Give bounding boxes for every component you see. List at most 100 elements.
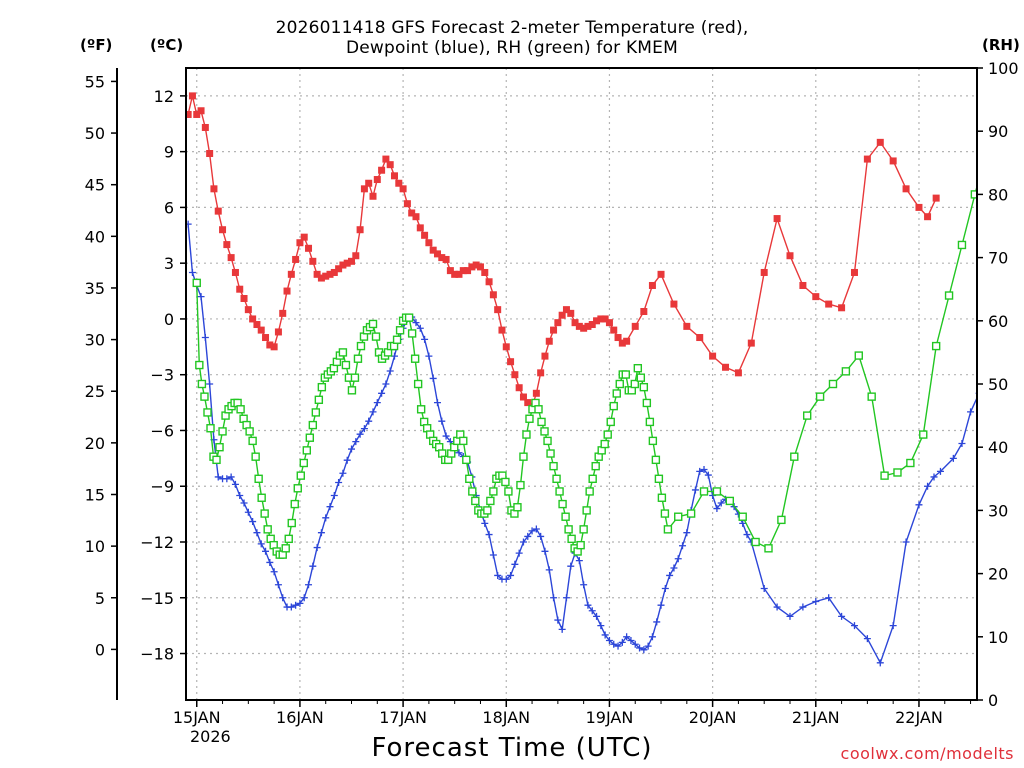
- temperature-point: [206, 150, 214, 158]
- temperature-point: [902, 185, 910, 193]
- dewpoint-point: [249, 518, 257, 526]
- dewpoint-point: [554, 616, 562, 624]
- dewpoint-point: [739, 519, 747, 527]
- dewpoint-point: [773, 603, 781, 611]
- dewpoint-point: [433, 399, 441, 407]
- temperature-point: [240, 294, 248, 302]
- dewpoint-point: [575, 557, 583, 565]
- dewpoint-point: [537, 532, 545, 540]
- dewpoint-point: [704, 471, 712, 479]
- temperature-point: [640, 308, 648, 316]
- dewpoint-point: [317, 529, 325, 537]
- fahrenheit-unit-label: (ºF): [80, 36, 113, 54]
- rh-point: [615, 379, 624, 389]
- dewpoint-point: [743, 531, 751, 539]
- dewpoint-point: [989, 278, 996, 285]
- rh-tick-label: 80: [988, 185, 1008, 204]
- temperature-point: [541, 352, 549, 360]
- temperature-point: [421, 231, 429, 239]
- temperature-point: [481, 268, 489, 276]
- temperature-point: [257, 326, 265, 334]
- temperature-point: [550, 326, 558, 334]
- gridlines: [186, 68, 977, 700]
- dewpoint-point: [648, 633, 656, 641]
- temperature-point: [558, 311, 566, 319]
- rh-point: [738, 512, 747, 521]
- rh-point: [579, 525, 588, 534]
- temperature-point: [365, 179, 373, 187]
- dewpoint-point: [799, 603, 807, 611]
- dewpoint-point: [786, 612, 794, 620]
- temperature-point: [507, 358, 515, 366]
- temperature-point: [219, 226, 227, 234]
- rh-point: [522, 430, 531, 439]
- rh-point: [543, 436, 552, 446]
- rh-point: [299, 458, 308, 468]
- dewpoint-point: [455, 449, 463, 457]
- dewpoint-point: [502, 575, 510, 583]
- fahrenheit-tick-label: 50: [85, 124, 105, 143]
- temperature-point: [683, 322, 691, 330]
- temperature-point: [567, 309, 575, 317]
- temperature-point: [330, 268, 338, 276]
- rh-point: [674, 512, 683, 521]
- rh-point: [828, 379, 838, 389]
- rh-point: [893, 468, 902, 477]
- temperature-point: [618, 339, 626, 347]
- rh-point: [591, 461, 600, 471]
- rh-point: [486, 496, 495, 506]
- rh-point: [654, 474, 664, 483]
- rh-point: [290, 499, 299, 509]
- rh-unit-label: (RH): [982, 36, 1020, 54]
- rh-tick-label: 60: [988, 312, 1008, 331]
- temperature-point: [339, 261, 347, 269]
- rh-point: [555, 487, 564, 496]
- temperature-point: [227, 254, 235, 262]
- rh-point: [206, 424, 215, 433]
- x-tick-label: 16JAN: [276, 708, 324, 727]
- rh-point: [564, 525, 573, 534]
- temperature-point: [429, 246, 437, 254]
- dewpoint-point: [186, 220, 192, 228]
- dewpoint-point: [661, 584, 669, 592]
- dewpoint-point: [330, 492, 338, 500]
- dewpoint-point: [924, 482, 932, 490]
- fahrenheit-tick-label: 15: [85, 485, 105, 504]
- temperature-point: [193, 110, 201, 118]
- rh-point: [368, 319, 378, 329]
- temperature-point: [279, 309, 287, 317]
- temperature-point: [253, 321, 261, 329]
- dewpoint-point: [930, 473, 938, 481]
- rh-point: [281, 544, 290, 553]
- temperature-point: [292, 255, 300, 263]
- rh-point: [648, 436, 658, 446]
- rh-point: [465, 474, 474, 483]
- temperature-point: [382, 155, 390, 163]
- dewpoint-point: [588, 607, 596, 615]
- temperature-point: [326, 270, 334, 278]
- celsius-tick-label: 0: [164, 310, 174, 329]
- dewpoint-point: [936, 467, 944, 475]
- dewpoint-point: [223, 475, 231, 483]
- rh-point: [989, 140, 996, 147]
- rh-point: [308, 420, 318, 430]
- temperature-point: [360, 185, 368, 193]
- temperature-point: [249, 315, 257, 323]
- dewpoint-point: [915, 501, 923, 509]
- celsius-tick-label: 6: [164, 198, 174, 217]
- celsius-tick-label: −12: [140, 533, 174, 552]
- temperature-point: [532, 389, 540, 397]
- credit-link[interactable]: coolwx.com/modelts: [840, 744, 1014, 763]
- temperature-point: [722, 363, 730, 371]
- temperature-point: [335, 265, 343, 273]
- dewpoint-point: [214, 473, 222, 481]
- temperature-point: [489, 291, 497, 299]
- temperature-point: [201, 123, 209, 131]
- temperature-point: [812, 293, 820, 301]
- temperature-point: [274, 328, 282, 336]
- temperature-point: [537, 369, 545, 377]
- temperature-point: [408, 209, 416, 217]
- dewpoint-point: [636, 644, 644, 652]
- rh-point: [546, 449, 555, 458]
